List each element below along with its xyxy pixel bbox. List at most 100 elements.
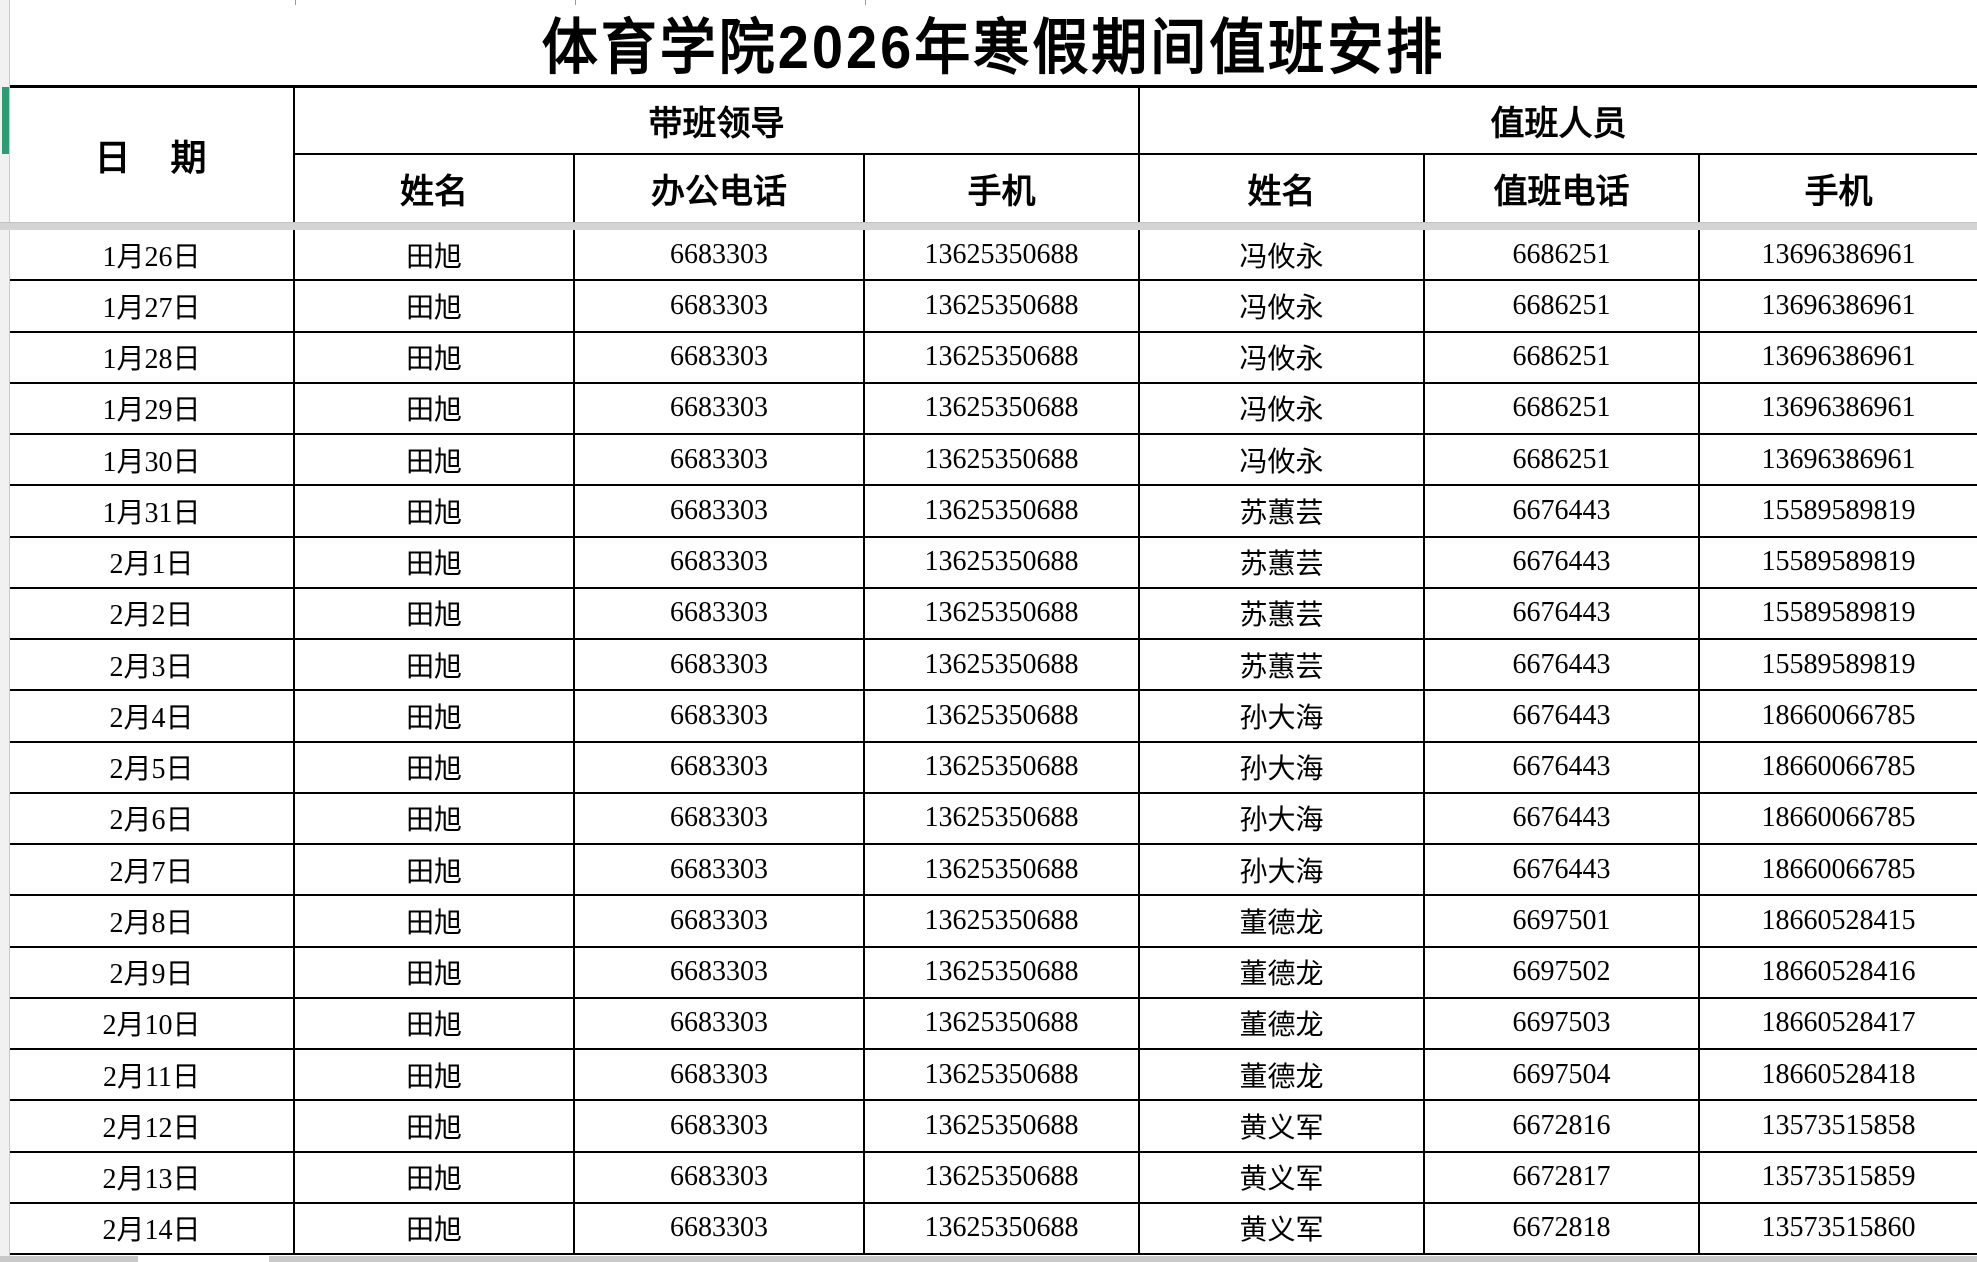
cell-leader-mobile[interactable]: 13625350688 (865, 947, 1140, 997)
cell-duty-phone[interactable]: 6686251 (1425, 332, 1700, 382)
cell-date[interactable]: 2月10日 (10, 998, 295, 1048)
cell-leader-mobile[interactable]: 13625350688 (865, 640, 1140, 690)
cell-leader-office-phone[interactable]: 6683303 (575, 845, 865, 895)
cell-date[interactable]: 2月14日 (10, 1203, 295, 1253)
cell-duty-mobile[interactable]: 13696386961 (1761, 289, 1916, 321)
cell-duty-phone[interactable]: 6676443 (1425, 691, 1700, 741)
cell-duty-phone[interactable]: 6676443 (1425, 845, 1700, 895)
cell-leader-office-phone[interactable]: 6683303 (575, 383, 865, 433)
cell-date[interactable]: 1月26日 (10, 230, 295, 280)
cell-leader-mobile[interactable]: 13625350688 (865, 1203, 1140, 1253)
cell-leader-name[interactable]: 田旭 (295, 845, 575, 895)
cell-date[interactable]: 2月6日 (10, 793, 295, 843)
cell-date[interactable]: 2月4日 (10, 691, 295, 741)
header-leader-mobile[interactable]: 手机 (865, 155, 1140, 222)
cell-date[interactable]: 1月27日 (10, 281, 295, 331)
cell-duty-name[interactable]: 冯攸永 (1140, 383, 1425, 433)
cell-date[interactable]: 2月11日 (10, 1050, 295, 1100)
cell-duty-phone[interactable]: 6686251 (1425, 281, 1700, 331)
cell-date[interactable]: 2月7日 (10, 845, 295, 895)
cell-duty-phone[interactable]: 6697503 (1425, 998, 1700, 1048)
cell-duty-mobile[interactable]: 15589589819 (1761, 597, 1916, 629)
cell-leader-name[interactable]: 田旭 (295, 793, 575, 843)
cell-leader-office-phone[interactable]: 6683303 (575, 332, 865, 382)
cell-leader-office-phone[interactable]: 6683303 (575, 793, 865, 843)
cell-leader-name[interactable]: 田旭 (295, 998, 575, 1048)
cell-leader-mobile[interactable]: 13625350688 (865, 896, 1140, 946)
cell-duty-phone[interactable]: 6697502 (1425, 947, 1700, 997)
cell-leader-name[interactable]: 田旭 (295, 1101, 575, 1151)
cell-leader-office-phone[interactable]: 6683303 (575, 588, 865, 638)
header-duty-mobile[interactable]: 手机 (1804, 173, 1873, 211)
cell-date[interactable]: 2月13日 (10, 1152, 295, 1202)
cell-leader-name[interactable]: 田旭 (295, 588, 575, 638)
header-leader-office-phone[interactable]: 办公电话 (575, 155, 865, 222)
cell-leader-mobile[interactable]: 13625350688 (865, 230, 1140, 280)
cell-duty-mobile[interactable]: 18660528415 (1761, 904, 1916, 936)
cell-duty-phone[interactable]: 6676443 (1425, 742, 1700, 792)
cell-leader-mobile[interactable]: 13625350688 (865, 383, 1140, 433)
cell-leader-office-phone[interactable]: 6683303 (575, 998, 865, 1048)
cell-leader-name[interactable]: 田旭 (295, 230, 575, 280)
cell-date[interactable]: 1月29日 (10, 383, 295, 433)
cell-date[interactable]: 2月12日 (10, 1101, 295, 1151)
cell-leader-mobile[interactable]: 13625350688 (865, 486, 1140, 536)
header-leader-group[interactable]: 带班领导 (295, 88, 1140, 155)
cell-leader-mobile[interactable]: 13625350688 (865, 1152, 1140, 1202)
cell-duty-mobile[interactable]: 18660066785 (1761, 853, 1916, 885)
cell-leader-name[interactable]: 田旭 (295, 1203, 575, 1253)
cell-duty-name[interactable]: 冯攸永 (1140, 332, 1425, 382)
cell-duty-phone[interactable]: 6676443 (1425, 486, 1700, 536)
cell-leader-name[interactable]: 田旭 (295, 742, 575, 792)
cell-leader-office-phone[interactable]: 6683303 (575, 435, 865, 485)
cell-leader-office-phone[interactable]: 6683303 (575, 537, 865, 587)
cell-duty-phone[interactable]: 6697501 (1425, 896, 1700, 946)
cell-duty-name[interactable]: 孙大海 (1140, 742, 1425, 792)
cell-duty-name[interactable]: 董德龙 (1140, 947, 1425, 997)
cell-duty-name[interactable]: 黄义军 (1140, 1203, 1425, 1253)
cell-date[interactable]: 2月2日 (10, 588, 295, 638)
cell-leader-name[interactable]: 田旭 (295, 537, 575, 587)
header-date[interactable]: 日 期 (10, 88, 295, 222)
cell-leader-name[interactable]: 田旭 (295, 1050, 575, 1100)
cell-duty-name[interactable]: 黄义军 (1140, 1152, 1425, 1202)
cell-leader-name[interactable]: 田旭 (295, 640, 575, 690)
cell-leader-name[interactable]: 田旭 (295, 383, 575, 433)
cell-leader-name[interactable]: 田旭 (295, 281, 575, 331)
cell-duty-name[interactable]: 苏蕙芸 (1140, 486, 1425, 536)
cell-duty-phone[interactable]: 6676443 (1425, 588, 1700, 638)
cell-leader-name[interactable]: 田旭 (295, 1152, 575, 1202)
cell-leader-office-phone[interactable]: 6683303 (575, 1101, 865, 1151)
cell-date[interactable]: 1月31日 (10, 486, 295, 536)
cell-leader-office-phone[interactable]: 6683303 (575, 1152, 865, 1202)
cell-date[interactable]: 2月5日 (10, 742, 295, 792)
cell-duty-name[interactable]: 冯攸永 (1140, 230, 1425, 280)
cell-duty-name[interactable]: 冯攸永 (1140, 435, 1425, 485)
cell-leader-office-phone[interactable]: 6683303 (575, 230, 865, 280)
cell-leader-office-phone[interactable]: 6683303 (575, 486, 865, 536)
cell-date[interactable]: 1月30日 (10, 435, 295, 485)
cell-leader-mobile[interactable]: 13625350688 (865, 998, 1140, 1048)
cell-duty-phone[interactable]: 6686251 (1425, 230, 1700, 280)
cell-duty-phone[interactable]: 6697504 (1425, 1050, 1700, 1100)
cell-duty-name[interactable]: 苏蕙芸 (1140, 588, 1425, 638)
cell-leader-mobile[interactable]: 13625350688 (865, 793, 1140, 843)
cell-date[interactable]: 2月3日 (10, 640, 295, 690)
cell-duty-name[interactable]: 孙大海 (1140, 691, 1425, 741)
cell-duty-mobile[interactable]: 15589589819 (1761, 546, 1916, 578)
cell-duty-mobile[interactable]: 18660528417 (1761, 1007, 1916, 1039)
cell-leader-mobile[interactable]: 13625350688 (865, 588, 1140, 638)
cell-leader-mobile[interactable]: 13625350688 (865, 1050, 1140, 1100)
cell-date[interactable]: 1月28日 (10, 332, 295, 382)
cell-duty-name[interactable]: 董德龙 (1140, 896, 1425, 946)
cell-leader-name[interactable]: 田旭 (295, 486, 575, 536)
cell-duty-mobile[interactable]: 13696386961 (1761, 392, 1916, 424)
cell-duty-mobile[interactable]: 13573515858 (1761, 1109, 1916, 1141)
cell-duty-phone[interactable]: 6672818 (1425, 1203, 1700, 1253)
cell-leader-mobile[interactable]: 13625350688 (865, 691, 1140, 741)
cell-duty-phone[interactable]: 6686251 (1425, 435, 1700, 485)
cell-leader-mobile[interactable]: 13625350688 (865, 435, 1140, 485)
cell-duty-name[interactable]: 董德龙 (1140, 998, 1425, 1048)
cell-leader-name[interactable]: 田旭 (295, 332, 575, 382)
cell-duty-mobile[interactable]: 18660066785 (1761, 751, 1916, 783)
